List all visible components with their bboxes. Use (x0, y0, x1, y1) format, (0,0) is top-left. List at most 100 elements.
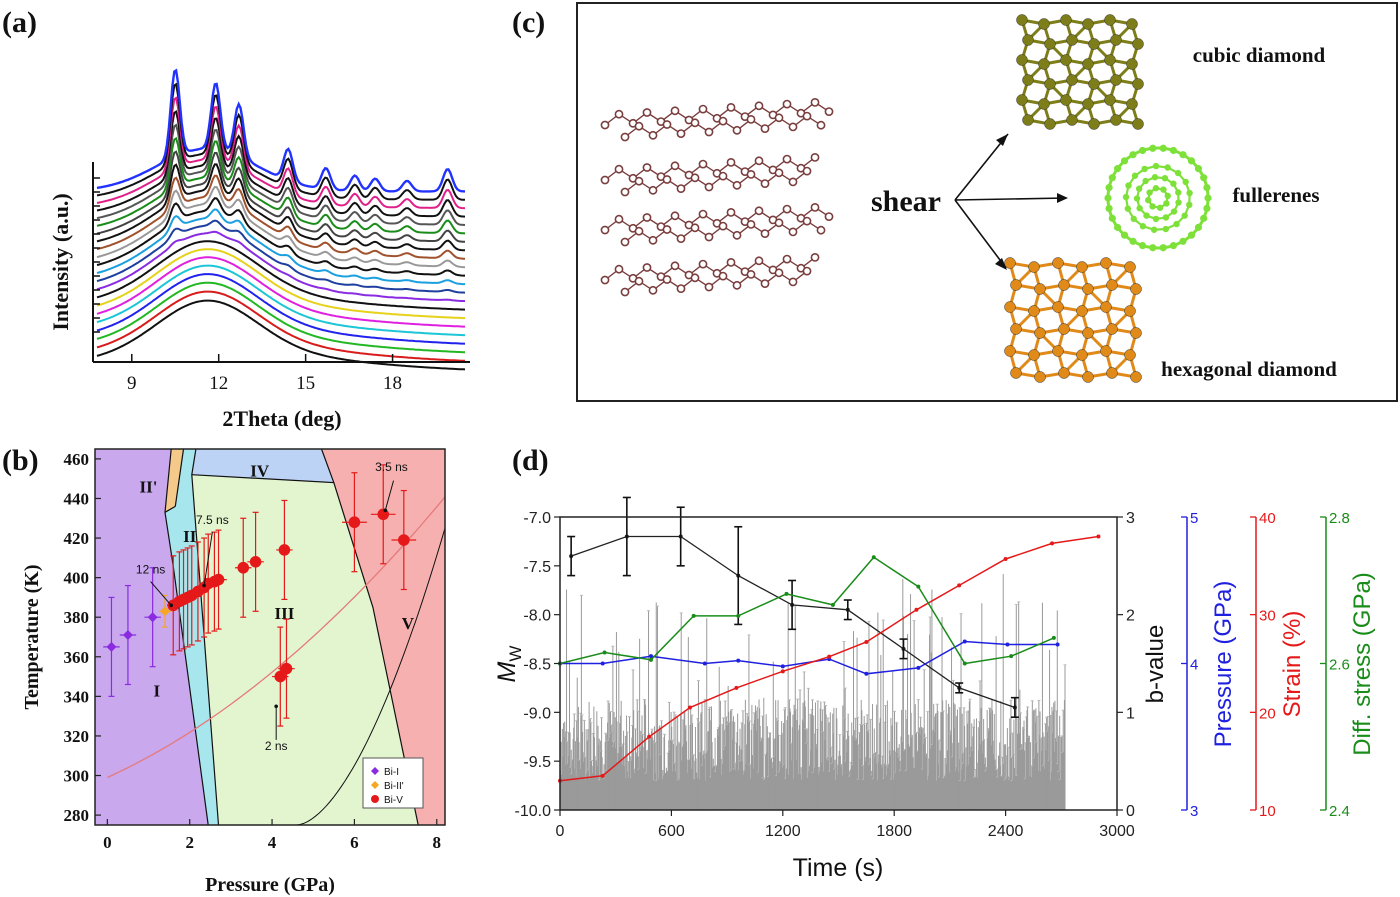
fullerene-atom (1161, 174, 1169, 182)
b-x-tick-label: 0 (103, 833, 112, 852)
graphite-atom (774, 113, 784, 123)
fullerene-atom (1108, 174, 1116, 182)
fullerene-atom (1179, 151, 1187, 159)
a-x-label: 2Theta (deg) (222, 406, 341, 431)
a-x-tick-label: 9 (127, 373, 137, 394)
fullerene-atom (1104, 194, 1112, 202)
extra-axis-label: Pressure (GPa) (1210, 581, 1237, 748)
annotation-arrow (384, 480, 395, 511)
data-point-Bi-I (147, 612, 158, 623)
data-point-Bi-V (280, 662, 293, 675)
graphite-atom (648, 285, 658, 295)
fullerene-atom (1170, 208, 1178, 215)
xrd-curves (96, 68, 466, 371)
graphite-atom (614, 214, 624, 224)
cubic-atom (1044, 38, 1056, 50)
fullerene-atom (1169, 241, 1178, 250)
graphite-atom (648, 235, 658, 245)
fullerene-atom (1187, 157, 1196, 165)
fullerene-atom (1120, 157, 1129, 165)
phase-label: IV (250, 462, 270, 481)
fullerene-atom (1141, 165, 1148, 173)
hexagonal-atom (1124, 261, 1136, 273)
graphite-atom (676, 234, 686, 243)
cubic-atom (1088, 38, 1100, 50)
fullerene-atom (1169, 146, 1178, 155)
graphite-atom (782, 204, 792, 214)
cubic-atom (1066, 34, 1078, 46)
graphite-atom (704, 282, 714, 292)
xrd-curve (96, 230, 466, 303)
series-point-Strain (1050, 541, 1055, 546)
hexagonal-atom (1106, 323, 1118, 335)
graphite-atom (774, 268, 784, 278)
annotation-arrow-tip (274, 704, 278, 709)
extra-axis-label: Diff. stress (GPa) (1349, 572, 1376, 756)
series-point-Strain (600, 773, 605, 778)
fullerene-atom (1194, 223, 1203, 231)
fullerene-atom (1182, 178, 1189, 186)
graphite-atom (662, 275, 672, 284)
b-y-tick-label: 440 (64, 489, 90, 508)
xrd-curve (96, 96, 466, 210)
d-x-tick-label: 1200 (765, 823, 801, 840)
hexagonal-atom (1004, 301, 1016, 313)
graphite-atom (690, 118, 700, 128)
event-magnitude-bars (559, 574, 1067, 810)
series-point-Diff. stress (1009, 654, 1014, 659)
xrd-curve (96, 299, 466, 371)
graphite-atom (620, 187, 630, 197)
graphite-atom (760, 279, 770, 288)
series-point-Pressure (1005, 642, 1010, 647)
time-annotation: 2 ns (265, 739, 288, 753)
series-line-b-value (570, 535, 1016, 709)
series-point-Diff. stress (736, 613, 741, 618)
b-y-tick-label: 360 (64, 648, 90, 667)
d-extra-axes: 5 4 3 Pressure (GPa) 40 30 20 10 Strain (%) 2.8 2.… (1181, 510, 1376, 820)
d-x-tick-label: 1800 (876, 823, 912, 840)
fullerene-atom (1136, 205, 1143, 212)
cubic-atom (1126, 58, 1138, 70)
d-bvalue-label: b-value (1142, 625, 1169, 704)
hexagonal-atom (1130, 283, 1142, 295)
fullerene-atom (1170, 180, 1177, 187)
b-data-points (103, 464, 417, 727)
d-x-tick-label: 3000 (1099, 823, 1135, 840)
cubic-atom (1016, 54, 1028, 66)
fullerene-atom (1135, 185, 1143, 192)
series-point-Strain (1096, 534, 1101, 539)
hexagonal-atom (1130, 371, 1142, 383)
graphite-atom (690, 173, 700, 183)
hexagonal-atom (1010, 279, 1022, 291)
xrd-curve (96, 163, 466, 252)
series-point-Pressure (916, 665, 921, 670)
annotation-arrow (150, 581, 172, 606)
hexagonal-atom (1058, 279, 1070, 291)
hexagonal-atom (1028, 261, 1040, 273)
fullerene-atom (1203, 204, 1211, 212)
cubic-atom (1082, 58, 1094, 70)
b-y-tick-label: 280 (64, 806, 90, 825)
cubic-atom (1038, 98, 1050, 110)
hexagonal-atom (1082, 283, 1094, 295)
fullerene-atom (1164, 192, 1171, 200)
graphite-atom (810, 98, 820, 107)
fullerene-atom (1142, 177, 1149, 185)
xrd-curve (96, 256, 465, 328)
fullerene-atom (1146, 189, 1153, 196)
graphite-atom (746, 269, 756, 279)
graphite-atom (774, 218, 784, 228)
fullerene-atom (1173, 220, 1180, 228)
fullerene-atom (1138, 146, 1147, 155)
graphite-atom (670, 261, 680, 271)
fullerene-atom (1159, 144, 1167, 152)
b-x-tick-label: 2 (185, 833, 194, 852)
data-point-Bi-II' (160, 606, 170, 617)
phase-label: I (153, 681, 160, 700)
data-point-Bi-V (398, 534, 410, 546)
graphite-atom (662, 120, 672, 129)
graphite-atom (614, 164, 624, 174)
shear-arrows (954, 133, 1068, 270)
hexagonal-atom (1124, 349, 1136, 361)
